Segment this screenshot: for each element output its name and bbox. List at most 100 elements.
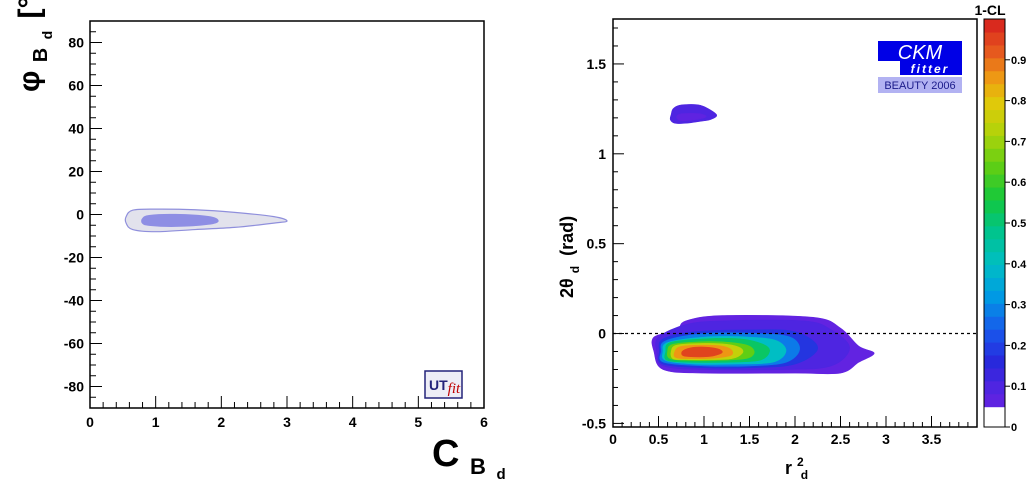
left-xtick-label: 5 xyxy=(414,414,422,430)
ckmfitter-logo-fitter: fitter xyxy=(911,62,950,76)
left-xtick-label: 0 xyxy=(86,414,94,430)
left-ytick-label: 40 xyxy=(68,121,84,137)
right-region-11 xyxy=(676,113,707,121)
colorbar-ticks: 0 0.1 0.2 0.3 0.4 0.5 0.6 0.7 0.8 0.9 xyxy=(1005,55,1027,434)
colorbar-band xyxy=(984,342,1005,356)
left-x-axis: 0 1 2 3 4 5 6 xyxy=(86,396,488,430)
colorbar-band xyxy=(984,251,1005,266)
right-y-title: 2θ d (rad) xyxy=(557,216,583,298)
colorbar-tick-label: 0.4 xyxy=(1011,259,1027,271)
right-xtick-label: 3 xyxy=(882,431,890,447)
colorbar-bands xyxy=(984,19,1005,408)
colorbar-tick-label: 0 xyxy=(1011,422,1017,434)
colorbar-band xyxy=(984,19,1005,33)
colorbar-band xyxy=(984,96,1005,111)
colorbar-title: 1-CL xyxy=(974,2,1006,18)
left-ytick-label: -60 xyxy=(64,336,84,352)
colorbar-band xyxy=(984,83,1005,98)
utfit-logo-fit: fit xyxy=(448,381,461,397)
left-x-title: C B d xyxy=(432,433,506,483)
colorbar-tick-label: 0.8 xyxy=(1011,96,1026,108)
colorbar-band xyxy=(984,57,1005,72)
right-xtick-label: 0.5 xyxy=(649,431,669,447)
right-x-title-sub: d xyxy=(801,468,808,482)
ckmfitter-logo-ckm: CKM xyxy=(898,42,943,64)
colorbar-band xyxy=(984,70,1005,85)
colorbar-band xyxy=(984,31,1005,46)
colorbar-band xyxy=(984,264,1005,278)
colorbar-band xyxy=(984,380,1005,395)
right-x-title: r 2 d xyxy=(785,450,809,482)
ckmfitter-logo: CKM fitter BEAUTY 2006 xyxy=(878,41,962,93)
left-y-title-subsub: d xyxy=(39,31,55,40)
utfit-logo: UTfit xyxy=(424,370,463,399)
right-y-title-sub: d xyxy=(568,266,582,273)
left-y-axis: -80 -60 -40 -20 0 20 40 60 80 xyxy=(64,20,102,409)
ckmfitter-logo-top xyxy=(878,41,962,61)
left-plot: 0 1 2 3 4 5 6 -80 -60 -40 -20 0 20 40 60 80 C B d φ B … xyxy=(13,0,506,483)
right-xtick-label: 1.5 xyxy=(740,431,760,447)
colorbar-band xyxy=(984,329,1005,343)
right-regions xyxy=(651,104,875,375)
left-ytick-label: -80 xyxy=(64,379,84,395)
right-ytick-label: 1.5 xyxy=(587,56,607,72)
right-ytick-label: 1 xyxy=(598,146,606,162)
colorbar-band xyxy=(984,212,1005,227)
colorbar-band xyxy=(984,109,1005,123)
colorbar-band xyxy=(984,225,1005,240)
right-x-title-main: r xyxy=(785,458,792,478)
utfit-logo-text: UTfit xyxy=(429,377,461,397)
right-xtick-label: 2.5 xyxy=(831,431,851,447)
colorbar-band xyxy=(984,316,1005,330)
colorbar-tick-label: 0.9 xyxy=(1011,55,1026,67)
colorbar-band xyxy=(984,393,1005,408)
right-x-title-sup: 2 xyxy=(797,455,804,469)
left-xtick-label: 1 xyxy=(152,414,160,430)
left-xtick-label: 4 xyxy=(349,414,357,430)
right-y-title-main: 2θ xyxy=(557,278,577,298)
left-ytick-label: 60 xyxy=(68,78,84,94)
utfit-logo-box xyxy=(424,370,463,399)
ckmfitter-logo-beauty-bg xyxy=(878,77,962,93)
colorbar-band xyxy=(984,44,1005,59)
left-y-title-main: φ xyxy=(13,71,46,92)
colorbar-band xyxy=(984,290,1005,304)
left-x-title-main: C xyxy=(432,433,459,475)
right-region-9 xyxy=(681,346,723,358)
left-region-1 xyxy=(141,213,219,227)
colorbar-tick-label: 0.1 xyxy=(1011,381,1026,393)
colorbar-tick-label: 0.7 xyxy=(1011,136,1026,148)
left-x-title-sub: B xyxy=(470,454,486,479)
left-regions xyxy=(124,208,288,233)
colorbar-band xyxy=(984,303,1005,317)
colorbar-tick-label: 0.2 xyxy=(1011,340,1026,352)
colorbar-band xyxy=(984,135,1005,149)
right-x-axis: 0 0.5 1 1.5 2 2.5 3 3.5 xyxy=(609,416,978,447)
colorbar-band xyxy=(984,367,1005,382)
left-ytick-label: -40 xyxy=(64,293,84,309)
left-xtick-label: 6 xyxy=(480,414,488,430)
left-y-title-sub: B xyxy=(30,48,52,62)
colorbar-band xyxy=(984,238,1005,253)
colorbar-tick-label: 0.6 xyxy=(1011,177,1026,189)
utfit-logo-ut: UT xyxy=(429,377,448,393)
right-xtick-label: 3.5 xyxy=(922,431,942,447)
right-ytick-label: 0 xyxy=(598,326,606,342)
ckmfitter-logo-fitter-bar xyxy=(900,61,962,75)
colorbar-band xyxy=(984,161,1005,175)
left-ytick-label: 80 xyxy=(68,35,84,51)
right-ytick-label: -0.5 xyxy=(582,415,606,431)
colorbar-band xyxy=(984,174,1005,188)
left-ytick-label: 20 xyxy=(68,164,84,180)
right-y-title-unit: (rad) xyxy=(557,216,577,256)
colorbar-band xyxy=(984,186,1005,201)
colorbar-band xyxy=(984,199,1005,214)
left-x-title-subsub: d xyxy=(496,466,505,483)
right-y-axis: -0.5 0 0.5 1 1.5 xyxy=(582,27,624,431)
left-y-title-unit: [°] xyxy=(13,0,46,18)
colorbar-band xyxy=(984,122,1005,136)
right-xtick-label: 2 xyxy=(791,431,799,447)
left-xtick-label: 2 xyxy=(217,414,225,430)
left-y-title: φ B d [°] xyxy=(13,0,59,92)
